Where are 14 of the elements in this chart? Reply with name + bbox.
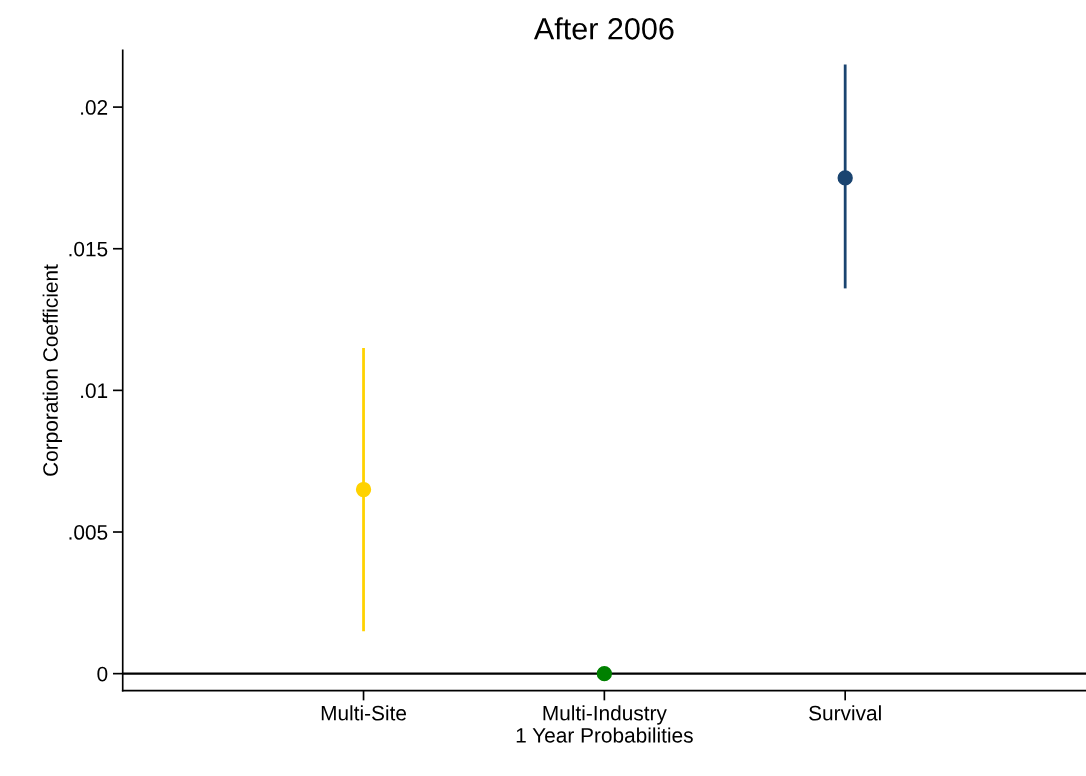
y-tick-label: 0 bbox=[97, 666, 108, 682]
y-axis-title: Corporation Coefficient bbox=[42, 264, 63, 476]
x-tick-label: Multi-Site bbox=[321, 705, 407, 721]
y-tick-label: .01 bbox=[81, 383, 108, 399]
y-tick-label: .015 bbox=[69, 241, 108, 257]
x-tick-label: Multi-Industry bbox=[543, 705, 667, 725]
point bbox=[837, 170, 853, 186]
y-tick-label: .02 bbox=[81, 100, 108, 115]
chart-title: After 2006 bbox=[533, 17, 674, 40]
y-tick-label: .005 bbox=[69, 525, 108, 540]
x-tick-label: Survival bbox=[809, 705, 881, 721]
point bbox=[355, 481, 372, 498]
point bbox=[596, 666, 612, 682]
x-axis-title: 1 Year Probabilities bbox=[516, 727, 693, 743]
